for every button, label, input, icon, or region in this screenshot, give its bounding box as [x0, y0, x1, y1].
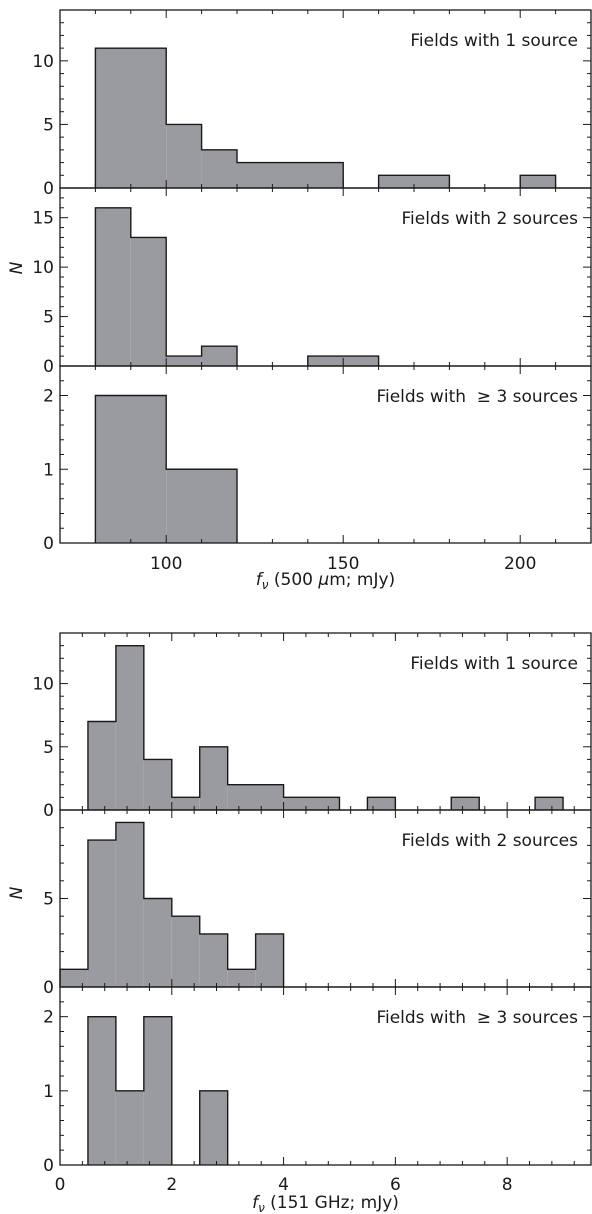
histogram-bar [378, 175, 450, 188]
y-tick-label: 10 [32, 52, 54, 72]
histogram-bar [95, 207, 131, 366]
histogram-bar [115, 822, 144, 987]
histogram-outline [94, 47, 344, 188]
histogram-bar [166, 356, 202, 366]
x-tick-label: 100 [150, 554, 182, 574]
histogram-bar [143, 898, 172, 987]
y-tick-label: 0 [43, 978, 54, 998]
x-tick-label: 8 [502, 1175, 513, 1195]
histogram-bar [115, 1090, 144, 1165]
x-tick-label: 2 [166, 1175, 177, 1195]
histogram-bar [199, 933, 228, 987]
histogram-bar [227, 969, 256, 987]
histogram-bar [95, 395, 167, 543]
y-tick-label: 0 [43, 801, 54, 821]
histogram-bar [451, 797, 480, 810]
histogram-bar [130, 237, 167, 366]
histogram-bar [143, 1016, 172, 1165]
histogram-bar [166, 469, 237, 543]
histogram-bar [255, 933, 284, 987]
y-tick-label: 5 [43, 308, 54, 328]
x-tick-label: 6 [390, 1175, 401, 1195]
y-tick-label: 1 [43, 1082, 54, 1102]
histogram-bar [143, 759, 172, 810]
histogram-bar [283, 797, 340, 810]
panel-1-1: 0 5 10 Fields with 1 source [32, 9, 592, 199]
histogram-bar [520, 175, 556, 188]
panel-2-2: 0 5 Fields with 2 sources [43, 809, 592, 998]
histogram-bar [171, 916, 200, 987]
histogram-outline [307, 355, 380, 366]
histogram-bar [227, 784, 284, 810]
x-axis-label: fν (500 μm; mJy) [256, 570, 395, 592]
panel-label: Fields with 1 source [410, 654, 578, 674]
histogram-bar [201, 346, 237, 366]
panel-label: Fields with 2 sources [402, 831, 579, 851]
y-tick-label: 5 [43, 115, 54, 135]
histogram-bar [95, 48, 167, 189]
histogram-bar [87, 1016, 116, 1165]
y-tick-label: 0 [43, 534, 54, 554]
histogram-outline [377, 174, 451, 188]
histogram-bar [199, 1090, 228, 1165]
panel-1-2: 0 5 10 15 Fields with 2 sources [32, 187, 592, 377]
y-tick-label: 2 [43, 1008, 54, 1028]
y-tick-label: 0 [43, 179, 54, 199]
histogram-outline [59, 821, 285, 987]
panel-label: Fields with 2 sources [402, 209, 579, 229]
histogram-outline [199, 1090, 229, 1165]
x-tick-label: 0 [55, 1175, 66, 1195]
histogram-outline [534, 796, 564, 810]
y-axis-label: N [7, 886, 27, 899]
y-tick-label: 5 [43, 890, 54, 910]
panel-2-1: 0 5 10 Fields with 1 source [32, 632, 592, 821]
panel-label: Fields with ≥ 3 sources [376, 387, 578, 407]
panel-1-3: 0 1 2 Fields with ≥ 3 sources [43, 365, 592, 554]
histogram-outline [87, 644, 341, 810]
histogram-bar [367, 797, 396, 810]
x-axis-label: fν (151 GHz; mJy) [252, 1193, 399, 1214]
y-tick-label: 2 [43, 387, 54, 407]
histogram-bar [201, 149, 237, 188]
histogram-bar [237, 162, 344, 188]
histogram-outline [94, 394, 238, 543]
y-axis-label: N [7, 261, 27, 274]
y-tick-label: 10 [32, 675, 54, 695]
histogram-bar [535, 797, 564, 810]
panel-label: Fields with 1 source [410, 31, 578, 51]
y-tick-label: 10 [32, 258, 54, 278]
y-tick-label: 0 [43, 357, 54, 377]
histogram-outline [94, 207, 238, 366]
histogram-bar [87, 721, 116, 810]
histogram-outline [87, 1015, 173, 1165]
panel-label: Fields with ≥ 3 sources [376, 1008, 578, 1028]
x-tick-label: 4 [278, 1175, 289, 1195]
y-tick-label: 5 [43, 738, 54, 758]
y-tick-label: 1 [43, 460, 54, 480]
histogram-bar [115, 645, 144, 810]
histogram-bar [199, 746, 228, 810]
x-tick-label: 150 [327, 554, 359, 574]
panel-2-3: 0 1 2 Fields with ≥ 3 sources [43, 986, 592, 1176]
histogram-outline [450, 796, 480, 810]
y-tick-label: 15 [32, 209, 54, 229]
x-tick-label: 200 [504, 554, 536, 574]
histogram-bar [171, 797, 200, 810]
histogram-bar [60, 969, 88, 987]
histogram-bar [87, 840, 116, 987]
histogram-bar [166, 124, 202, 188]
y-tick-label: 0 [43, 1156, 54, 1176]
